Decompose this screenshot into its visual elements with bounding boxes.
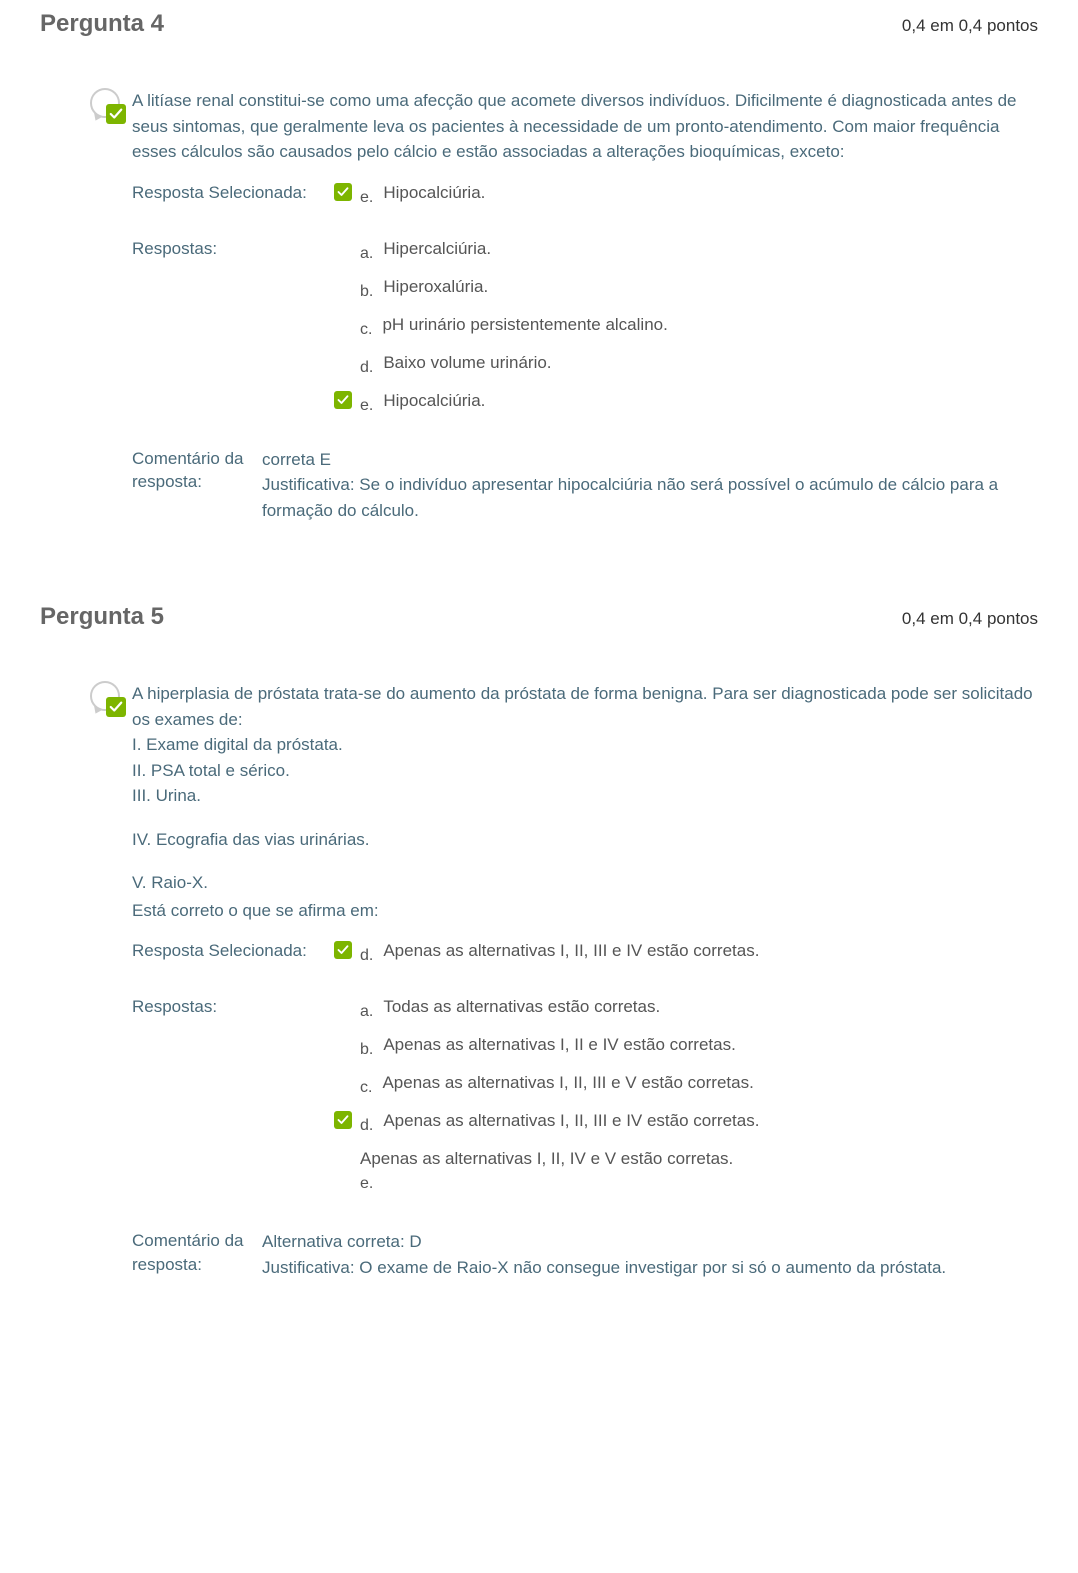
stem-line: V. Raio-X.	[132, 870, 1038, 896]
answer-option-c: c. Apenas as alternativas I, II, III e V…	[332, 1073, 1038, 1093]
stem-line: Está correto o que se afirma em:	[132, 898, 1038, 924]
answer-option-c: c. pH urinário persistentemente alcalino…	[332, 315, 1038, 335]
question-points: 0,4 em 0,4 pontos	[902, 16, 1038, 36]
checkmark-icon	[334, 391, 352, 409]
question-stem: A litíase renal constitui-se como uma af…	[132, 88, 1038, 165]
stem-line: II. PSA total e sérico.	[132, 758, 1038, 784]
selected-label: Resposta Selecionada:	[132, 183, 332, 203]
question-5: Pergunta 5 0,4 em 0,4 pontos A hiperplas…	[0, 593, 1078, 1350]
selected-answer-row: Resposta Selecionada: d. Apenas as alter…	[132, 941, 1038, 979]
answer-option-b: b. Apenas as alternativas I, II e IV est…	[332, 1035, 1038, 1055]
option-text: Hipocalciúria.	[383, 391, 485, 411]
feedback-row: Comentário da resposta: Alternativa corr…	[132, 1229, 1038, 1280]
feedback-label: Comentário da resposta:	[132, 447, 262, 495]
option-text: Todas as alternativas estão corretas.	[383, 997, 660, 1017]
question-body: A litíase renal constitui-se como uma af…	[40, 88, 1038, 523]
question-stem-block: A hiperplasia de próstata trata-se do au…	[132, 681, 1038, 809]
checkmark-icon	[106, 697, 126, 717]
checkmark-icon	[334, 183, 352, 201]
selected-answer-row: Resposta Selecionada: e. Hipocalciúria.	[132, 183, 1038, 221]
question-stem-row: A hiperplasia de próstata trata-se do au…	[90, 681, 1038, 809]
extra-stem-block: V. Raio-X. Está correto o que se afirma …	[132, 870, 1038, 923]
stem-line: III. Urina.	[132, 783, 1038, 809]
answer-section: Resposta Selecionada: d. Apenas as alter…	[132, 941, 1038, 1280]
checkmark-icon	[334, 1111, 352, 1129]
option-letter: c.	[360, 321, 372, 339]
answer-option-b: b. Hiperoxalúria.	[332, 277, 1038, 297]
question-points: 0,4 em 0,4 pontos	[902, 609, 1038, 629]
option-letter: d.	[360, 359, 373, 377]
checkmark-icon	[334, 941, 352, 959]
question-body: A hiperplasia de próstata trata-se do au…	[40, 681, 1038, 1280]
option-letter: a.	[360, 1003, 373, 1021]
feedback-body: Justificativa: Se o indivíduo apresentar…	[262, 475, 998, 520]
option-text: Hiperoxalúria.	[383, 277, 488, 297]
answer-option-a: a. Todas as alternativas estão corretas.	[332, 997, 1038, 1017]
selected-label: Resposta Selecionada:	[132, 941, 332, 961]
answer-option-d: d. Apenas as alternativas I, II, III e I…	[332, 1111, 1038, 1131]
selected-option: e. Hipocalciúria.	[332, 183, 1038, 203]
answers-label: Respostas:	[132, 997, 332, 1017]
question-4: Pergunta 4 0,4 em 0,4 pontos A litíase r…	[0, 0, 1078, 593]
answer-section: Resposta Selecionada: e. Hipocalciúria.	[132, 183, 1038, 524]
stem-line: IV. Ecografia das vias urinárias.	[132, 827, 1038, 853]
option-text: pH urinário persistentemente alcalino.	[382, 315, 667, 335]
option-letter: e.	[360, 189, 373, 207]
feedback-text: correta E Justificativa: Se o indivíduo …	[262, 447, 1038, 524]
feedback-row: Comentário da resposta: correta E Justif…	[132, 447, 1038, 524]
answers-label: Respostas:	[132, 239, 332, 259]
option-letter: b.	[360, 1041, 373, 1059]
selected-option: d. Apenas as alternativas I, II, III e I…	[332, 941, 1038, 961]
all-answers-row: Respostas: a. Todas as alternativas estã…	[132, 997, 1038, 1211]
answer-option-e: e. Hipocalciúria.	[332, 391, 1038, 411]
option-text: Hipocalciúria.	[383, 183, 485, 203]
question-stem-row: A litíase renal constitui-se como uma af…	[90, 88, 1038, 165]
option-letter: a.	[360, 245, 373, 263]
stem-line: I. Exame digital da próstata.	[132, 732, 1038, 758]
answer-option-a: a. Hipercalciúria.	[332, 239, 1038, 259]
option-text: Baixo volume urinário.	[383, 353, 551, 373]
option-letter: e.	[360, 1175, 733, 1193]
option-letter: e.	[360, 397, 373, 415]
correct-status-icon	[90, 681, 122, 713]
checkmark-icon	[106, 104, 126, 124]
option-text: Hipercalciúria.	[383, 239, 491, 259]
option-letter: d.	[360, 1117, 373, 1135]
option-text: Apenas as alternativas I, II, III e IV e…	[383, 941, 759, 961]
question-header: Pergunta 4 0,4 em 0,4 pontos	[40, 10, 1038, 38]
question-title: Pergunta 4	[40, 10, 164, 38]
feedback-body: Justificativa: O exame de Raio-X não con…	[262, 1258, 946, 1277]
answer-option-e: Apenas as alternativas I, II, IV e V est…	[332, 1149, 1038, 1193]
question-title: Pergunta 5	[40, 603, 164, 631]
feedback-header: Alternativa correta: D	[262, 1232, 422, 1251]
correct-status-icon	[90, 88, 122, 120]
option-text: Apenas as alternativas I, II, IV e V est…	[360, 1149, 733, 1169]
feedback-label: Comentário da resposta:	[132, 1229, 262, 1277]
feedback-text: Alternativa correta: D Justificativa: O …	[262, 1229, 1038, 1280]
all-answers-row: Respostas: a. Hipercalciúria. b. Hiperox…	[132, 239, 1038, 429]
option-letter: b.	[360, 283, 373, 301]
option-text: Apenas as alternativas I, II e IV estão …	[383, 1035, 735, 1055]
option-text: Apenas as alternativas I, II, III e V es…	[382, 1073, 753, 1093]
question-header: Pergunta 5 0,4 em 0,4 pontos	[40, 603, 1038, 631]
option-letter: d.	[360, 947, 373, 965]
question-stem: A hiperplasia de próstata trata-se do au…	[132, 681, 1038, 732]
extra-stem-block: IV. Ecografia das vias urinárias.	[132, 827, 1038, 853]
answer-option-d: d. Baixo volume urinário.	[332, 353, 1038, 373]
option-text: Apenas as alternativas I, II, III e IV e…	[383, 1111, 759, 1131]
option-letter: c.	[360, 1079, 372, 1097]
feedback-header: correta E	[262, 450, 331, 469]
